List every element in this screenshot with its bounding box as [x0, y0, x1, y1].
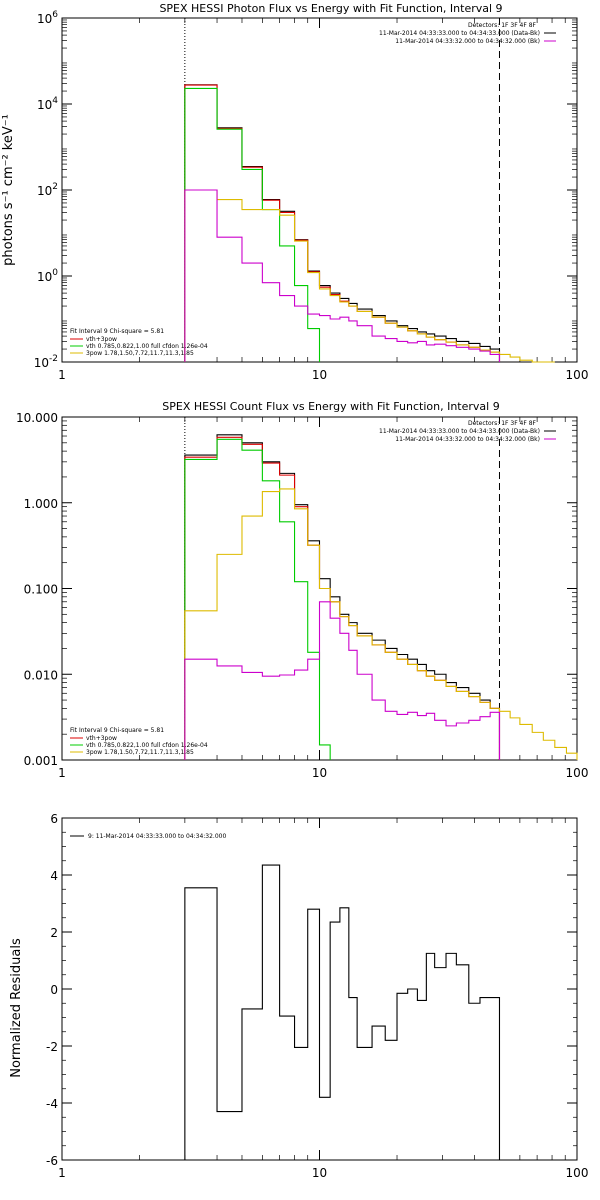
- y-tick-label: 0.100: [24, 583, 58, 597]
- series-line-vth: [184, 438, 331, 760]
- x-tick-label: 10: [312, 766, 327, 780]
- x-tick-label: 1: [58, 766, 66, 780]
- legend-header: Fit Interval 9 Chi-square = 5.81: [70, 727, 164, 734]
- legend-entry-label: 11-Mar-2014 04:33:32.000 to 04:34:32.000…: [395, 436, 540, 443]
- residuals-series: [184, 864, 501, 1160]
- count-flux-title: SPEX HESSI Count Flux vs Energy with Fit…: [162, 400, 499, 413]
- count-flux-legend-left: Fit Interval 9 Chi-square = 5.81 vth+3po…: [70, 727, 208, 756]
- legend-header: Detectors: 1F 3F 4F 8F: [468, 22, 537, 29]
- y-tick-label: 104: [37, 96, 58, 112]
- photon-flux-title: SPEX HESSI Photon Flux vs Energy with Fi…: [159, 2, 502, 15]
- x-tick-label: 1: [58, 368, 66, 382]
- residuals-ylabel: Normalized Residuals: [9, 938, 24, 1078]
- y-tick-label: 6: [50, 812, 58, 826]
- series-line-bk: [184, 189, 501, 362]
- x-tick-label: 100: [566, 1166, 589, 1180]
- y-tick-label: 0: [50, 983, 58, 997]
- residuals-axes: 1 10 100 -6 -4 -2 0 2 4 6: [46, 812, 588, 1180]
- legend-entry-label: vth 0.785,0.822,1.00 full cfdon 1.26e-04: [86, 343, 208, 350]
- series-line-bk: [184, 601, 501, 760]
- legend-header: Fit Interval 9 Chi-square = 5.81: [70, 328, 164, 335]
- y-tick-label: 0.010: [24, 668, 58, 682]
- y-tick-label: 2: [50, 926, 58, 940]
- legend-entry-label: vth 0.785,0.822,1.00 full cfdon 1.26e-04: [86, 742, 208, 749]
- y-tick-label: 4: [50, 869, 58, 883]
- photon-flux-series: [184, 84, 555, 363]
- photon-flux-ylabel: photons s⁻¹ cm⁻² keV⁻¹: [1, 114, 16, 266]
- y-tick-label: 10.000: [16, 411, 58, 425]
- legend-entry-label: 3pow 1.78,1.50,7.72,11.7,11.3,1.85: [86, 749, 194, 756]
- y-tick-label: 10-2: [34, 354, 58, 370]
- count-flux-panel: SPEX HESSI Count Flux vs Energy with Fit…: [16, 400, 588, 780]
- legend-header: Detectors: 1F 3F 4F 8F: [468, 420, 537, 427]
- y-tick-label: -4: [46, 1097, 58, 1111]
- x-tick-label: 100: [566, 766, 589, 780]
- y-tick-label: -6: [46, 1154, 58, 1168]
- x-tick-label: 100: [566, 368, 589, 382]
- legend-entry-label: vth+3pow: [86, 336, 117, 343]
- legend-entry-label: 3pow 1.78,1.50,7.72,11.7,11.3,1.85: [86, 350, 194, 357]
- photon-flux-legend-left: Fit Interval 9 Chi-square = 5.81 vth+3po…: [70, 328, 208, 357]
- x-tick-label: 10: [312, 368, 327, 382]
- x-tick-label: 1: [58, 1166, 66, 1180]
- y-tick-label: 1.000: [24, 497, 58, 511]
- legend-entry-label: 11-Mar-2014 04:33:33.000 to 04:34:33.000…: [379, 428, 540, 435]
- series-line-3pow: [184, 488, 578, 760]
- residuals-legend: 9: 11-Mar-2014 04:33:33.000 to 04:34:32.…: [70, 833, 226, 840]
- x-tick-label: 10: [312, 1166, 327, 1180]
- legend-entry-label: vth+3pow: [86, 735, 117, 742]
- y-tick-label: -2: [46, 1040, 58, 1054]
- count-flux-series: [184, 434, 578, 760]
- series-line-3pow: [184, 189, 555, 363]
- count-flux-legend-right: Detectors: 1F 3F 4F 8F 11-Mar-2014 04:33…: [379, 420, 556, 443]
- photon-flux-legend-right: Detectors: 1F 3F 4F 8F 11-Mar-2014 04:33…: [379, 22, 556, 45]
- legend-entry-label: 9: 11-Mar-2014 04:33:33.000 to 04:34:32.…: [88, 833, 226, 840]
- y-tick-label: 102: [37, 182, 58, 198]
- y-tick-label: 0.001: [24, 754, 58, 768]
- y-tick-label: 106: [37, 10, 58, 26]
- residuals-panel: Normalized Residuals 1 10 100 -6 -4 -2 0 2 4 6 9:…: [9, 812, 588, 1180]
- legend-entry-label: 11-Mar-2014 04:33:32.000 to 04:34:32.000…: [395, 38, 540, 45]
- photon-flux-panel: SPEX HESSI Photon Flux vs Energy with Fi…: [1, 2, 588, 382]
- series-line-residuals: [184, 864, 501, 1160]
- legend-entry-label: 11-Mar-2014 04:33:33.000 to 04:34:33.000…: [379, 30, 540, 37]
- y-tick-label: 100: [37, 268, 58, 284]
